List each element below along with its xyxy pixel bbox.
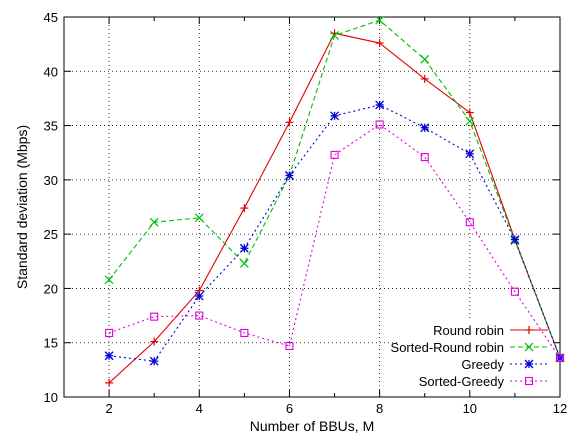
data-point-marker	[510, 287, 519, 296]
data-point-marker	[524, 376, 534, 386]
data-point-marker	[465, 218, 474, 227]
legend-entry: Round robin	[433, 323, 548, 338]
ticks-layer: 10 15 20 25 30 35 40 45 2 4 6 8 10 12	[44, 10, 568, 416]
data-point-marker	[524, 359, 534, 369]
x-tick-label: 4	[196, 401, 203, 416]
data-point-marker	[420, 123, 430, 133]
data-point-marker	[149, 356, 159, 366]
data-point-marker	[510, 235, 520, 245]
x-tick-label: 10	[463, 401, 477, 416]
data-point-marker	[330, 31, 339, 40]
data-point-marker	[465, 108, 474, 117]
legend-entry: Sorted-Greedy	[419, 374, 548, 389]
x-tick-label: 8	[376, 401, 383, 416]
x-tick-label: 2	[105, 401, 112, 416]
data-point-marker	[420, 54, 430, 64]
series-layer	[104, 15, 565, 387]
data-point-marker	[284, 171, 294, 180]
data-point-marker	[239, 243, 249, 253]
y-tick-label: 15	[44, 336, 58, 351]
series-sorted-greedy	[105, 120, 565, 362]
data-point-marker	[105, 328, 114, 337]
legend-label: Sorted-Greedy	[419, 374, 505, 389]
series-line	[108, 123, 561, 359]
data-point-marker	[285, 341, 294, 351]
data-point-marker	[330, 150, 339, 159]
data-point-marker	[149, 217, 159, 227]
data-point-marker	[105, 378, 114, 387]
y-axis-label: Standard deviation (Mbps)	[14, 125, 30, 289]
x-axis-label: Number of BBUs, M	[250, 418, 374, 434]
data-point-marker	[104, 351, 114, 361]
data-point-marker	[150, 337, 159, 346]
data-point-marker	[194, 291, 204, 301]
y-tick-label: 20	[44, 281, 58, 296]
legend-entry: Sorted-Round robin	[391, 340, 548, 355]
y-tick-label: 40	[44, 64, 58, 79]
data-point-marker	[239, 259, 249, 268]
data-point-marker	[420, 153, 429, 162]
data-point-marker	[524, 342, 534, 352]
plot-frame	[63, 16, 561, 398]
y-tick-label: 30	[44, 173, 58, 188]
data-point-marker	[375, 39, 384, 48]
y-tick-label: 10	[44, 390, 58, 405]
data-point-marker	[194, 213, 204, 223]
data-point-marker	[525, 326, 533, 334]
legend-entry: Greedy	[461, 357, 548, 372]
data-point-marker	[375, 100, 385, 110]
data-point-marker	[420, 74, 429, 83]
data-point-marker	[285, 118, 294, 127]
y-tick-label: 25	[44, 227, 58, 242]
data-point-marker	[465, 116, 475, 126]
grid-layer	[64, 17, 560, 397]
legend-label: Sorted-Round robin	[391, 340, 504, 355]
data-point-marker	[150, 312, 159, 321]
y-tick-label: 35	[44, 119, 58, 134]
series-sorted-round-robin	[104, 15, 565, 363]
data-point-marker	[375, 15, 385, 25]
data-point-marker	[104, 275, 114, 285]
legend-label: Greedy	[461, 357, 504, 372]
legend-label: Round robin	[433, 323, 504, 338]
data-point-marker	[240, 204, 249, 213]
x-tick-label: 12	[553, 401, 567, 416]
y-tick-label: 45	[44, 10, 58, 25]
x-tick-label: 6	[286, 401, 293, 416]
legend: Round robin Sorted-Round robin Greedy Sorte…	[391, 323, 548, 389]
data-point-marker	[375, 120, 384, 129]
legend-background	[400, 318, 558, 395]
data-point-marker	[330, 111, 340, 121]
data-point-marker	[555, 353, 565, 362]
data-point-marker	[465, 149, 475, 159]
data-point-marker	[195, 311, 204, 320]
series-greedy	[104, 100, 565, 366]
data-point-marker	[240, 328, 249, 337]
